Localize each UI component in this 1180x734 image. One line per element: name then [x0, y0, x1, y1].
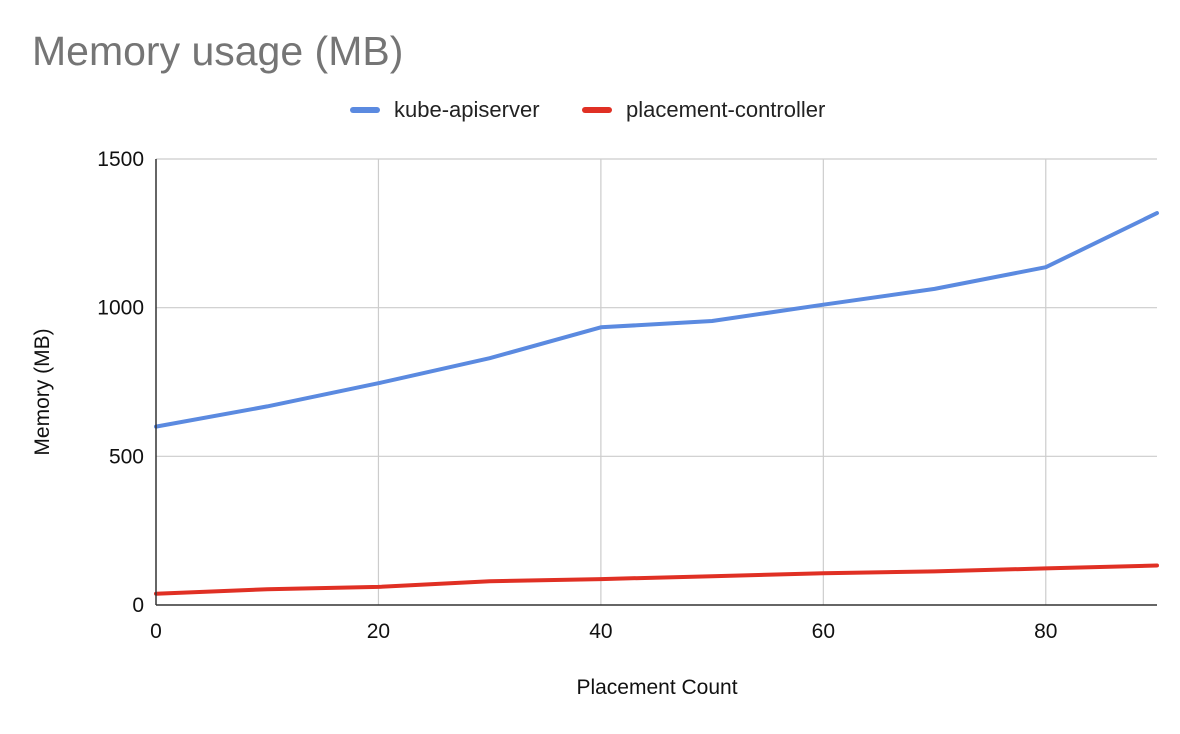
y-tick-label-1000: 1000 — [97, 297, 144, 320]
y-axis-title: Memory (MB) — [31, 328, 54, 456]
x-tick-label-60: 60 — [812, 620, 835, 643]
legend-item-kube-apiserver: kube-apiserver — [350, 95, 540, 125]
x-tick-label-40: 40 — [589, 620, 612, 643]
legend: kube-apiserver placement-controller — [0, 95, 1180, 125]
y-tick-label-1500: 1500 — [97, 148, 144, 171]
chart-title: Memory usage (MB) — [32, 28, 404, 74]
series-line-kube-apiserver — [154, 211, 1159, 429]
series-line-placement-controller — [154, 563, 1159, 596]
x-tick-label-80: 80 — [1034, 620, 1057, 643]
x-tick-label-0: 0 — [150, 620, 162, 643]
legend-label-placement-controller: placement-controller — [626, 97, 826, 122]
y-tick-label-500: 500 — [109, 445, 144, 468]
legend-swatch-kube-apiserver — [350, 107, 380, 113]
y-tick-label-0: 0 — [132, 594, 144, 617]
x-axis-title: Placement Count — [576, 676, 738, 699]
x-tick-label-20: 20 — [367, 620, 390, 643]
legend-label-kube-apiserver: kube-apiserver — [394, 97, 540, 122]
legend-item-placement-controller: placement-controller — [582, 95, 825, 125]
legend-swatch-placement-controller — [582, 107, 612, 113]
